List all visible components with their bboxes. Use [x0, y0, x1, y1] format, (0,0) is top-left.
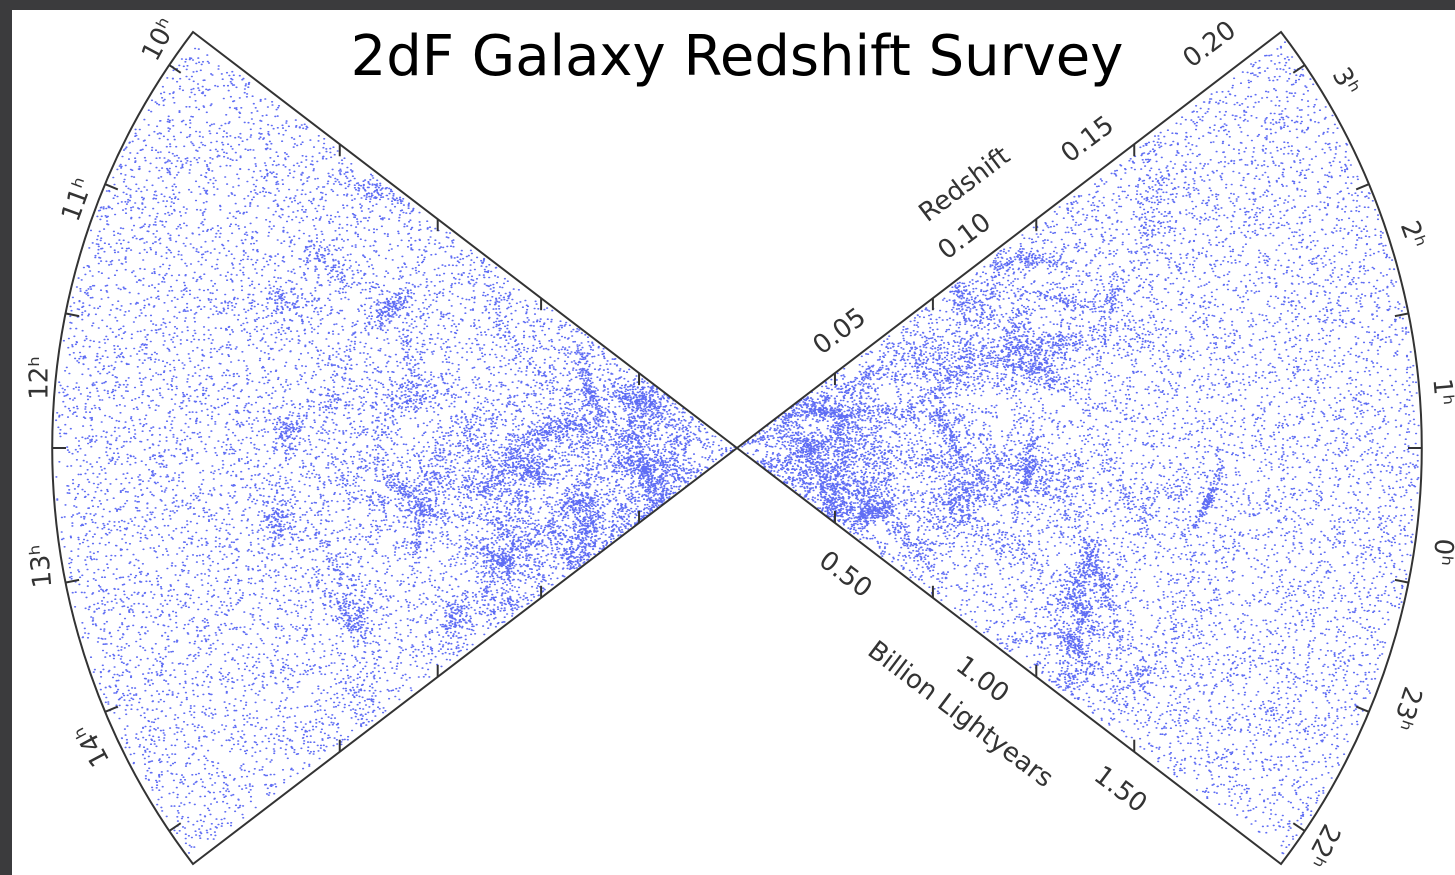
arc-tick	[168, 822, 182, 832]
galaxy-dots	[55, 41, 1420, 855]
arc-tick	[104, 183, 119, 191]
arc-tick	[65, 312, 80, 318]
arc-tick	[65, 578, 80, 584]
ticks	[52, 64, 1422, 832]
hour-label: 12ʰ	[25, 356, 55, 400]
panel	[12, 10, 1455, 875]
arc-tick	[1394, 578, 1409, 584]
arc-tick	[1292, 822, 1306, 832]
arc-tick	[1355, 705, 1370, 713]
arc-tick	[1394, 312, 1409, 318]
arc-tick	[104, 705, 119, 713]
arc-tick	[1292, 64, 1306, 74]
galaxy-dot-cloud	[741, 41, 1420, 855]
title: 2dF Galaxy Redshift Survey	[351, 24, 1124, 89]
hour-label: 1ʰ	[1426, 377, 1455, 407]
arc-tick	[168, 64, 182, 74]
hour-label: 13ʰ	[25, 543, 59, 589]
arc-tick	[1355, 183, 1370, 191]
hour-label: 0ʰ	[1426, 537, 1455, 567]
